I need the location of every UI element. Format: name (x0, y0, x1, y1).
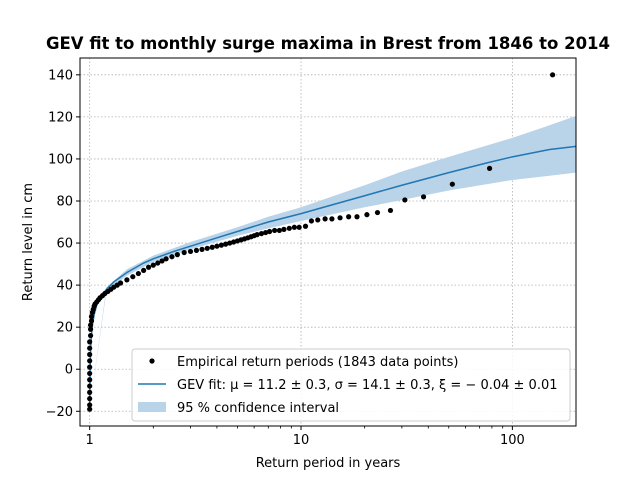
empirical-point (87, 326, 94, 332)
empirical-point (87, 332, 94, 339)
empirical-point (169, 254, 175, 260)
x-axis-ticks: 1 10 100 (86, 426, 525, 448)
empirical-point (187, 248, 194, 255)
empirical-point (354, 214, 360, 220)
empirical-point (88, 314, 95, 320)
confidence-band-layer (89, 115, 577, 410)
empirical-point (346, 214, 352, 220)
empirical-point (223, 241, 229, 247)
empirical-point (87, 389, 93, 395)
empirical-point (258, 230, 265, 237)
legend-label-fit: GEV fit: μ = 11.2 ± 0.3, σ = 14.1 ± 0.3,… (177, 378, 558, 393)
empirical-point (263, 229, 269, 236)
x-axis-label: Return period in years (256, 456, 401, 471)
empirical-point (87, 322, 94, 328)
empirical-point (364, 212, 370, 218)
empirical-point (214, 243, 220, 249)
empirical-point (87, 351, 93, 358)
legend-label-ci: 95 % confidence interval (177, 401, 339, 416)
empirical-point (145, 264, 152, 270)
empirical-point (315, 217, 321, 223)
x-tick-label: 1 (86, 433, 94, 448)
chart-title: GEV fit to monthly surge maxima in Brest… (46, 34, 610, 53)
y-axis-label: Return level in cm (21, 183, 36, 301)
empirical-point (209, 244, 215, 250)
empirical-point (87, 383, 93, 389)
empirical-point (218, 242, 224, 248)
empirical-point (272, 227, 278, 234)
empirical-points-layer (87, 72, 556, 412)
empirical-point (329, 216, 335, 222)
x-tick-label: 10 (293, 433, 310, 448)
empirical-point (227, 240, 233, 246)
legend-box (131, 348, 571, 422)
y-tick-label: 60 (56, 237, 73, 252)
y-tick-label: 20 (56, 321, 73, 336)
empirical-point (87, 402, 93, 408)
empirical-point (308, 218, 315, 224)
empirical-point (486, 165, 493, 171)
y-tick-label: 40 (56, 279, 73, 294)
empirical-point (204, 245, 210, 251)
legend: Empirical return periods (1843 data poin… (131, 348, 571, 422)
x-tick-label: 100 (500, 433, 525, 448)
y-tick-label: 80 (56, 194, 73, 209)
confidence-band (89, 115, 577, 410)
empirical-point (420, 194, 427, 200)
y-tick-label: 140 (48, 68, 73, 83)
empirical-point (402, 197, 408, 203)
empirical-point (87, 396, 93, 402)
empirical-point (199, 246, 205, 252)
empirical-point (87, 406, 93, 412)
empirical-point (387, 207, 394, 214)
plot-area-frame (79, 57, 577, 427)
empirical-point (266, 228, 273, 235)
empirical-point (87, 358, 93, 364)
empirical-point (449, 181, 455, 187)
empirical-point (322, 216, 328, 222)
empirical-point (286, 225, 292, 231)
empirical-point (87, 339, 93, 345)
empirical-point (135, 270, 141, 277)
empirical-point (124, 277, 130, 283)
empirical-point (163, 256, 169, 262)
empirical-point (87, 364, 93, 370)
empirical-point (181, 249, 187, 256)
empirical-point (254, 232, 260, 238)
empirical-point (117, 280, 124, 286)
empirical-point (130, 274, 136, 280)
y-tick-label: 120 (48, 110, 73, 125)
legend-point-marker (149, 358, 155, 364)
empirical-point (193, 247, 200, 254)
empirical-point (87, 345, 93, 351)
empirical-point (87, 370, 93, 377)
legend-label-empirical: Empirical return periods (1843 data poin… (177, 355, 458, 370)
y-tick-label: 0 (65, 363, 73, 378)
empirical-point (291, 224, 297, 230)
empirical-point (296, 224, 302, 230)
empirical-point (155, 260, 161, 266)
empirical-point (88, 318, 95, 324)
empirical-point (550, 72, 556, 78)
y-tick-label: 100 (48, 152, 73, 167)
empirical-point (150, 262, 156, 268)
empirical-point (87, 377, 93, 383)
empirical-point (337, 215, 343, 221)
empirical-point (174, 252, 180, 258)
empirical-point (159, 258, 165, 264)
empirical-point (141, 267, 147, 273)
empirical-point (281, 226, 287, 232)
legend-band-marker (138, 402, 166, 412)
empirical-point (374, 209, 381, 216)
empirical-point (302, 223, 309, 229)
empirical-point (276, 227, 282, 234)
y-axis-ticks: −20 0 20 40 60 80 100 120 140 (46, 68, 80, 420)
y-tick-label: −20 (46, 405, 73, 420)
